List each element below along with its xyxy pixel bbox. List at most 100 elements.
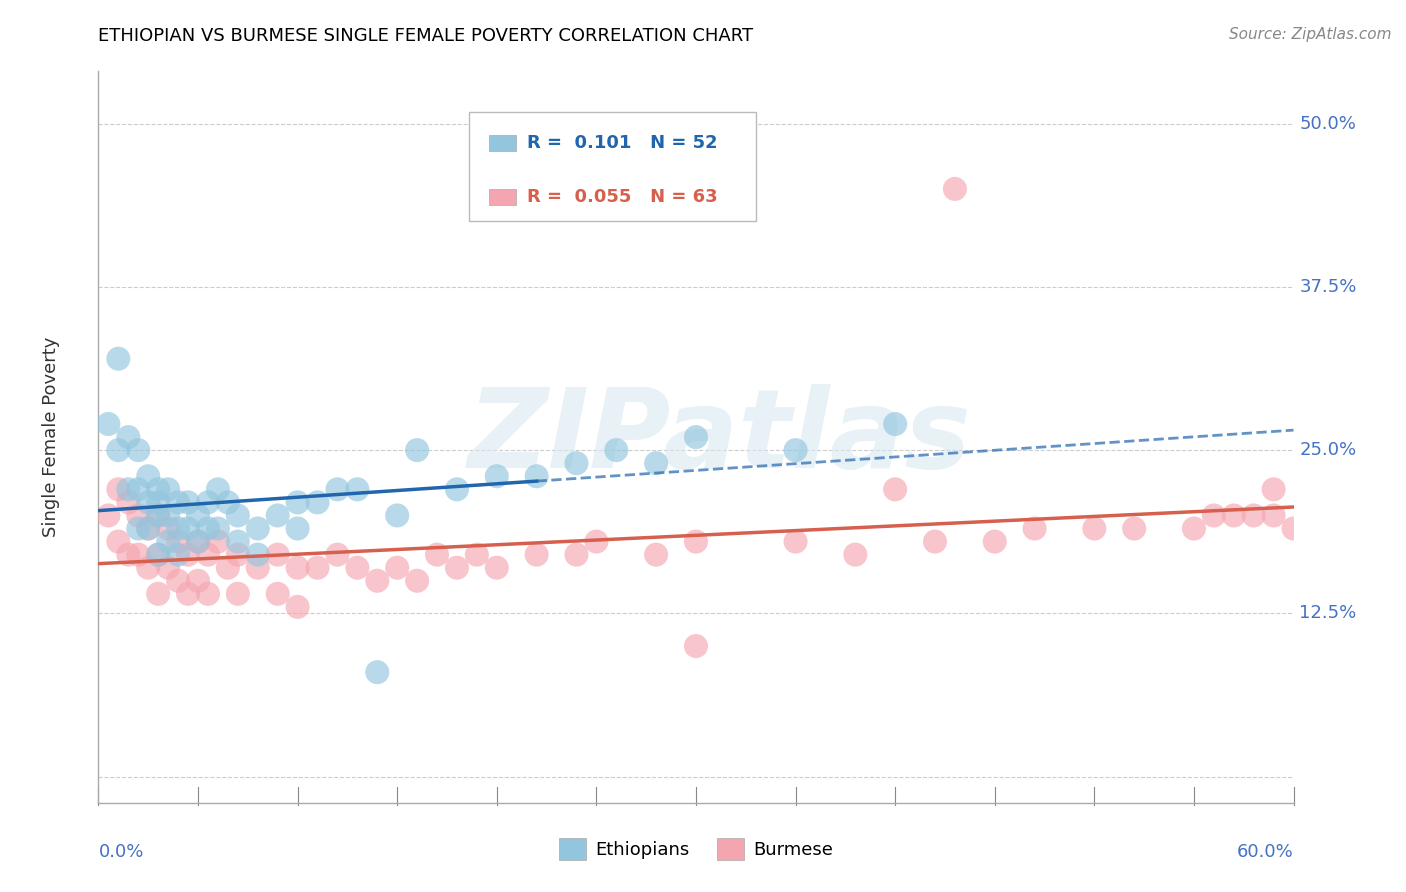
- Point: [685, 534, 707, 549]
- Point: [148, 495, 170, 509]
- Point: [127, 508, 149, 523]
- Text: 25.0%: 25.0%: [1299, 442, 1357, 459]
- FancyBboxPatch shape: [470, 112, 756, 221]
- Point: [127, 443, 149, 458]
- Point: [136, 521, 159, 535]
- Point: [226, 587, 249, 601]
- Text: Single Female Poverty: Single Female Poverty: [42, 337, 59, 537]
- Legend: Ethiopians, Burmese: Ethiopians, Burmese: [553, 830, 839, 867]
- Point: [127, 483, 149, 497]
- Point: [446, 483, 468, 497]
- Point: [785, 534, 807, 549]
- Point: [385, 508, 409, 523]
- Point: [287, 521, 309, 535]
- Point: [287, 560, 309, 574]
- FancyBboxPatch shape: [489, 135, 516, 151]
- Point: [943, 182, 966, 196]
- Point: [884, 483, 907, 497]
- Point: [136, 495, 159, 509]
- Point: [485, 469, 508, 483]
- Point: [246, 548, 269, 562]
- Text: R =  0.055   N = 63: R = 0.055 N = 63: [527, 188, 718, 206]
- Point: [685, 639, 707, 653]
- Point: [167, 521, 190, 535]
- Point: [267, 548, 290, 562]
- Point: [97, 508, 120, 523]
- Point: [217, 560, 239, 574]
- Point: [157, 560, 180, 574]
- Point: [197, 548, 219, 562]
- Point: [645, 456, 668, 470]
- Point: [366, 665, 388, 680]
- Point: [226, 508, 249, 523]
- Point: [148, 508, 170, 523]
- Point: [366, 574, 388, 588]
- Point: [136, 469, 159, 483]
- Point: [217, 495, 239, 509]
- Point: [117, 430, 139, 444]
- Point: [167, 548, 190, 562]
- Point: [148, 483, 170, 497]
- Point: [187, 534, 209, 549]
- Point: [226, 548, 249, 562]
- Point: [1202, 508, 1225, 523]
- Point: [117, 548, 139, 562]
- Point: [526, 548, 548, 562]
- Point: [148, 587, 170, 601]
- Point: [187, 508, 209, 523]
- Text: 60.0%: 60.0%: [1237, 843, 1294, 861]
- Text: 37.5%: 37.5%: [1299, 278, 1357, 296]
- Point: [844, 548, 866, 562]
- Point: [97, 417, 120, 431]
- Point: [207, 483, 229, 497]
- Point: [785, 443, 807, 458]
- Point: [1123, 521, 1146, 535]
- Point: [157, 483, 180, 497]
- Point: [406, 574, 429, 588]
- Point: [685, 430, 707, 444]
- Text: R =  0.101   N = 52: R = 0.101 N = 52: [527, 134, 718, 152]
- Point: [346, 560, 368, 574]
- Point: [157, 534, 180, 549]
- Point: [177, 587, 200, 601]
- Point: [1024, 521, 1046, 535]
- Point: [526, 469, 548, 483]
- Point: [346, 483, 368, 497]
- Point: [287, 495, 309, 509]
- Text: 50.0%: 50.0%: [1299, 114, 1357, 133]
- Point: [107, 534, 129, 549]
- Point: [117, 483, 139, 497]
- Point: [127, 521, 149, 535]
- Point: [465, 548, 488, 562]
- Point: [246, 521, 269, 535]
- Point: [605, 443, 627, 458]
- Point: [884, 417, 907, 431]
- Point: [157, 508, 180, 523]
- Point: [565, 548, 588, 562]
- Point: [136, 521, 159, 535]
- Point: [326, 483, 349, 497]
- Point: [446, 560, 468, 574]
- Point: [307, 495, 329, 509]
- Point: [157, 521, 180, 535]
- Point: [136, 560, 159, 574]
- Point: [1263, 508, 1285, 523]
- Point: [207, 521, 229, 535]
- Text: ETHIOPIAN VS BURMESE SINGLE FEMALE POVERTY CORRELATION CHART: ETHIOPIAN VS BURMESE SINGLE FEMALE POVER…: [98, 27, 754, 45]
- Point: [107, 351, 129, 366]
- Point: [287, 599, 309, 614]
- Point: [326, 548, 349, 562]
- Point: [167, 534, 190, 549]
- Point: [177, 521, 200, 535]
- Point: [267, 508, 290, 523]
- Point: [645, 548, 668, 562]
- Point: [485, 560, 508, 574]
- Point: [1263, 483, 1285, 497]
- Point: [1282, 521, 1305, 535]
- Text: ZIPatlas: ZIPatlas: [468, 384, 972, 491]
- Point: [197, 587, 219, 601]
- Point: [1083, 521, 1105, 535]
- Point: [187, 534, 209, 549]
- Point: [1182, 521, 1205, 535]
- Text: 0.0%: 0.0%: [98, 843, 143, 861]
